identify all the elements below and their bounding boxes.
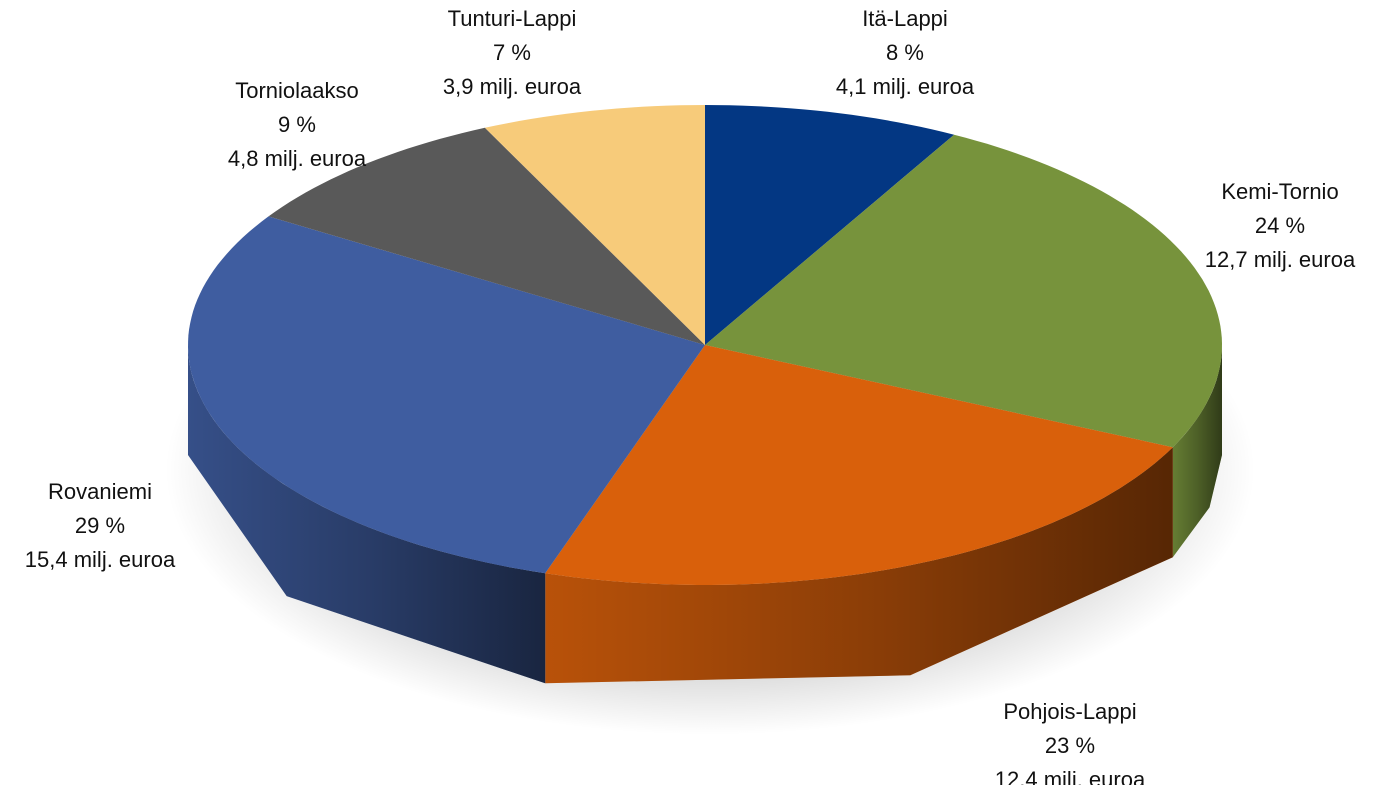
slice: [545, 345, 1173, 585]
slice-side-shade: [545, 447, 1173, 684]
amount-label: 3,9 milj. euroa: [443, 74, 582, 99]
value-label: 24 %: [1255, 213, 1305, 238]
category-label: Itä-Lappi: [862, 6, 948, 31]
slice: [188, 216, 705, 574]
value-label: 29 %: [75, 513, 125, 538]
value-label: 9 %: [278, 112, 316, 137]
slice-side-shade: [188, 345, 546, 684]
amount-label: 4,8 milj. euroa: [228, 146, 367, 171]
value-label: 7 %: [493, 40, 531, 65]
value-label: 8 %: [886, 40, 924, 65]
category-label: Pohjois-Lappi: [1003, 699, 1136, 724]
slice-side-shade: [1172, 345, 1222, 558]
amount-label: 15,4 milj. euroa: [25, 547, 176, 572]
amount-label: 4,1 milj. euroa: [836, 74, 975, 99]
slice: [705, 105, 955, 345]
category-label: Kemi-Tornio: [1221, 179, 1338, 204]
slice: [484, 105, 705, 345]
category-label: Tunturi-Lappi: [448, 6, 577, 31]
amount-label: 12,4 milj. euroa: [995, 767, 1146, 785]
slice: [268, 127, 705, 345]
slice: [705, 134, 1222, 448]
category-label: Torniolaakso: [235, 78, 359, 103]
category-label: Rovaniemi: [48, 479, 152, 504]
amount-label: 12,7 milj. euroa: [1205, 247, 1356, 272]
value-label: 23 %: [1045, 733, 1095, 758]
